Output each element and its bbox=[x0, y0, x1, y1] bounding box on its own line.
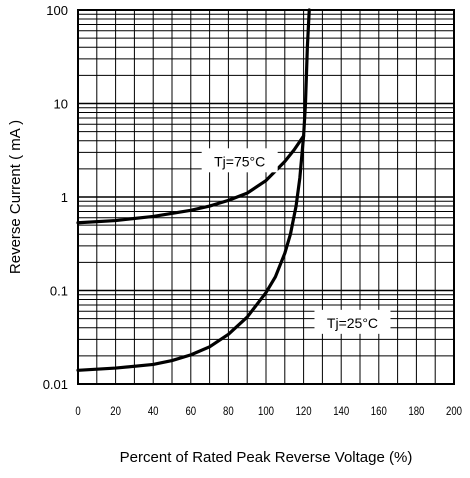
y-axis-label: Reverse Current ( mA ) bbox=[7, 120, 24, 274]
y-tick-label: 1 bbox=[61, 190, 68, 205]
x-axis-label: Percent of Rated Peak Reverse Voltage (%… bbox=[120, 449, 413, 466]
series-line-tj25 bbox=[76, 134, 306, 372]
series-layer bbox=[76, 8, 311, 372]
x-tick-label: 20 bbox=[110, 405, 121, 418]
x-tick-label: 200 bbox=[446, 405, 462, 418]
annotation-background bbox=[314, 309, 391, 334]
y-tick-label: 0.01 bbox=[43, 377, 68, 392]
annotation-background bbox=[201, 148, 278, 173]
x-tick-label: 80 bbox=[223, 405, 234, 418]
series-line-tj75 bbox=[76, 8, 311, 225]
grid-layer bbox=[78, 10, 454, 384]
y-tick-label: 10 bbox=[54, 97, 68, 112]
plot-border bbox=[77, 9, 455, 385]
x-tick-label: 60 bbox=[185, 405, 196, 418]
x-tick-label: 0 bbox=[75, 405, 80, 418]
x-tick-label: 140 bbox=[333, 405, 349, 418]
x-tick-label: 180 bbox=[408, 405, 424, 418]
x-tick-label: 40 bbox=[148, 405, 159, 418]
annotation-tj25: Tj=25°C bbox=[327, 315, 378, 331]
y-tick-label: 100 bbox=[46, 3, 68, 18]
tick-layer: 0 20 40 60 80 100 120 140 160 180 200 0.01 0.1 1 10 100 bbox=[43, 3, 462, 418]
x-tick-label: 160 bbox=[371, 405, 387, 418]
y-tick-label: 0.1 bbox=[50, 284, 68, 299]
x-tick-label: 120 bbox=[296, 405, 312, 418]
annotation-layer: Tj=75°C Tj=25°C bbox=[201, 148, 391, 334]
x-tick-label: 100 bbox=[258, 405, 274, 418]
annotation-tj75: Tj=75°C bbox=[214, 153, 265, 169]
